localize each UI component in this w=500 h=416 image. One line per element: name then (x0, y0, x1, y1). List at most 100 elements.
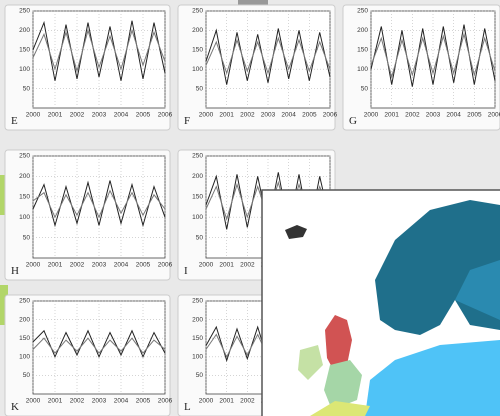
y-tick-label: 50 (23, 85, 31, 92)
y-tick-label: 150 (357, 47, 368, 54)
y-tick-label: 250 (19, 298, 30, 305)
x-tick-label: 2000 (26, 112, 41, 119)
y-tick-label: 100 (19, 354, 30, 361)
panel-label: L (184, 401, 191, 413)
britain (324, 360, 362, 410)
y-tick-label: 250 (192, 298, 203, 305)
y-tick-label: 100 (192, 354, 203, 361)
series-line (32, 329, 166, 359)
x-tick-label: 2004 (114, 398, 129, 405)
x-tick-label: 2003 (92, 398, 107, 405)
x-tick-label: 2003 (92, 262, 107, 269)
plot-area (32, 300, 166, 395)
x-tick-label: 2003 (426, 112, 441, 119)
y-tick-label: 100 (192, 214, 203, 221)
map (261, 189, 500, 416)
series-line (205, 36, 331, 75)
series-line (32, 337, 166, 354)
x-tick-label: 2004 (114, 112, 129, 119)
y-tick-label: 50 (23, 372, 31, 379)
y-tick-label: 200 (19, 27, 30, 34)
series-line (370, 32, 496, 79)
y-tick-label: 100 (19, 214, 30, 221)
x-tick-label: 2002 (70, 398, 85, 405)
x-tick-label: 2006 (158, 112, 173, 119)
ireland (298, 345, 323, 380)
x-tick-label: 2006 (158, 262, 173, 269)
panel-label: K (11, 401, 19, 413)
x-tick-label: 2002 (70, 112, 85, 119)
y-tick-label: 250 (192, 153, 203, 160)
y-tick-label: 150 (19, 335, 30, 342)
y-tick-label: 200 (19, 316, 30, 323)
y-tick-label: 200 (19, 173, 30, 180)
y-tick-label: 50 (23, 234, 31, 241)
x-tick-label: 2001 (48, 398, 63, 405)
y-tick-label: 100 (357, 66, 368, 73)
series-line (32, 180, 166, 228)
x-tick-label: 2006 (158, 398, 173, 405)
y-tick-label: 50 (196, 234, 204, 241)
france (310, 401, 370, 416)
x-tick-label: 2004 (281, 112, 296, 119)
series-line (32, 20, 166, 81)
y-tick-label: 150 (19, 194, 30, 201)
x-tick-label: 2003 (92, 112, 107, 119)
panel: 50 100 150 200 250 2000 2001 2002 2003 2004 2005 20… (177, 4, 338, 131)
x-tick-label: 2000 (199, 262, 214, 269)
y-tick-label: 250 (19, 153, 30, 160)
x-tick-label: 2002 (240, 262, 255, 269)
y-tick-label: 200 (192, 27, 203, 34)
y-tick-label: 200 (192, 316, 203, 323)
x-tick-label: 2004 (446, 112, 461, 119)
x-tick-label: 2002 (240, 112, 255, 119)
x-tick-label: 2005 (136, 262, 151, 269)
panel-label: E (11, 115, 18, 127)
panel: 50 100 150 200 250 2000 2001 2002 2003 2004 2005 20… (4, 4, 173, 131)
series-line (370, 24, 496, 87)
iceland (285, 225, 307, 239)
finland (455, 260, 500, 320)
y-tick-label: 50 (196, 85, 204, 92)
x-tick-label: 2000 (26, 262, 41, 269)
y-tick-label: 250 (357, 8, 368, 15)
x-tick-label: 2005 (302, 112, 317, 119)
x-tick-label: 2000 (364, 112, 379, 119)
y-tick-label: 100 (192, 66, 203, 73)
panel: 50 100 150 200 250 2000 2001 2002 2003 2004 2005 20… (4, 149, 173, 281)
x-tick-label: 2001 (384, 112, 399, 119)
x-tick-label: 2002 (240, 398, 255, 405)
y-tick-label: 150 (192, 194, 203, 201)
x-tick-label: 2005 (467, 112, 482, 119)
panel-label: I (184, 265, 188, 277)
x-tick-label: 2001 (219, 262, 234, 269)
y-tick-label: 50 (196, 372, 204, 379)
x-tick-label: 2005 (136, 398, 151, 405)
y-tick-label: 150 (192, 335, 203, 342)
x-tick-label: 2001 (219, 112, 234, 119)
x-tick-label: 2002 (70, 262, 85, 269)
x-tick-label: 2000 (26, 398, 41, 405)
panel: 50 100 150 200 250 2000 2001 2002 2003 2004 2005 20… (342, 4, 500, 131)
x-tick-label: 2006 (488, 112, 500, 119)
y-tick-label: 250 (19, 8, 30, 15)
y-tick-label: 50 (361, 85, 369, 92)
x-tick-label: 2004 (114, 262, 129, 269)
y-tick-label: 200 (192, 173, 203, 180)
y-tick-label: 150 (19, 47, 30, 54)
series-line (32, 28, 166, 73)
y-tick-label: 200 (357, 27, 368, 34)
series-line (205, 28, 331, 85)
y-tick-label: 250 (192, 8, 203, 15)
x-tick-label: 2001 (48, 262, 63, 269)
panel-label: G (349, 115, 357, 127)
panel-label: F (184, 115, 190, 127)
scotland (325, 315, 352, 373)
side-blob (0, 285, 8, 325)
x-tick-label: 2000 (199, 398, 214, 405)
x-tick-label: 2006 (323, 112, 338, 119)
y-tick-label: 150 (192, 47, 203, 54)
x-tick-label: 2001 (219, 398, 234, 405)
y-tick-label: 100 (19, 66, 30, 73)
x-tick-label: 2000 (199, 112, 214, 119)
